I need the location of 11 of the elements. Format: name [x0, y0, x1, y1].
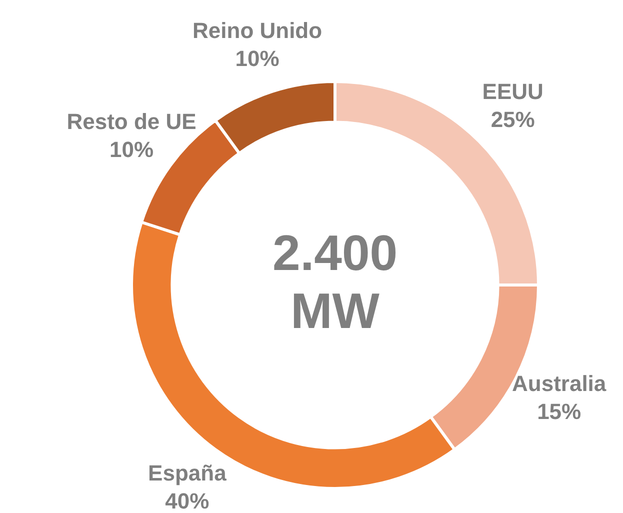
slice-label: Resto de UE [66, 109, 196, 134]
data-label: 10% [235, 46, 280, 71]
slice-label: Reino Unido [192, 18, 322, 43]
slice-label: Australia [512, 371, 607, 396]
data-label: 40% [165, 488, 210, 513]
data-label: 25% [490, 107, 535, 132]
text: 2.400 MW [272, 224, 398, 339]
slice-label: EEUU [482, 79, 544, 104]
slice-label: España [148, 460, 228, 486]
data-label: 10% [110, 137, 154, 162]
data-label: 15% [537, 399, 582, 424]
